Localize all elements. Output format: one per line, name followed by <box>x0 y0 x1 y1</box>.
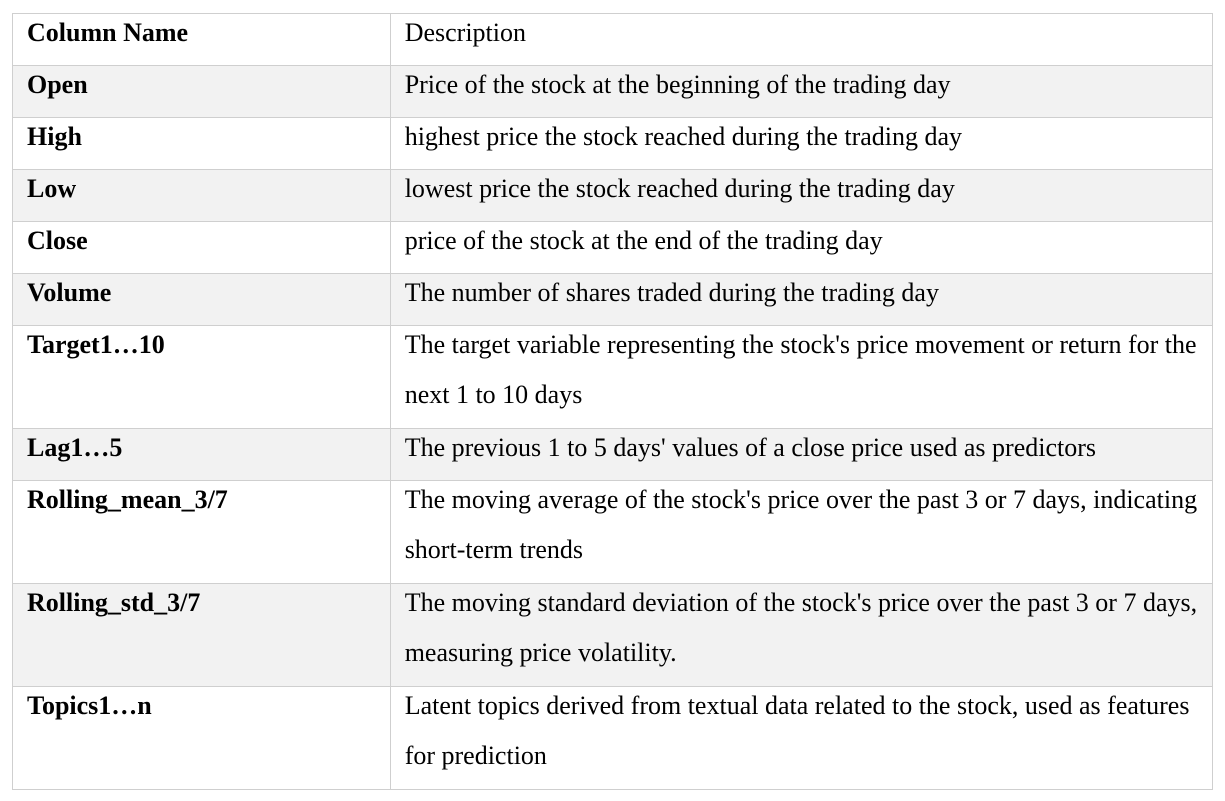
row-name: Target1…10 <box>27 330 165 359</box>
row-name: Rolling_std_3/7 <box>27 588 201 617</box>
table-header-row: Column Name Description <box>13 14 1213 66</box>
table-row: Target1…10 The target variable represent… <box>13 326 1213 429</box>
row-description: Price of the stock at the beginning of t… <box>404 70 951 99</box>
row-description-cell: The target variable representing the sto… <box>391 326 1213 428</box>
row-description-cell: The number of shares traded during the t… <box>391 274 1213 325</box>
row-description-cell: Latent topics derived from textual data … <box>391 687 1213 789</box>
row-description-cell: The previous 1 to 5 days' values of a cl… <box>391 429 1213 480</box>
table-row: Open Price of the stock at the beginning… <box>13 66 1213 118</box>
table-row: High highest price the stock reached dur… <box>13 118 1213 170</box>
column-description-table: Column Name Description Open Price of th… <box>12 13 1213 790</box>
row-name: Volume <box>27 278 112 307</box>
row-description: The moving average of the stock's price … <box>404 485 1198 564</box>
row-name-cell: Low <box>13 170 391 221</box>
row-name-cell: Close <box>13 222 391 273</box>
row-name: Close <box>27 226 88 255</box>
row-description: Latent topics derived from textual data … <box>404 691 1190 770</box>
row-description-cell: highest price the stock reached during t… <box>391 118 1213 169</box>
row-description: The previous 1 to 5 days' values of a cl… <box>404 433 1096 462</box>
row-description-cell: The moving standard deviation of the sto… <box>391 584 1213 686</box>
row-description: highest price the stock reached during t… <box>404 122 963 151</box>
table-row: Volume The number of shares traded durin… <box>13 274 1213 326</box>
row-description-cell: price of the stock at the end of the tra… <box>391 222 1213 273</box>
row-name: Topics1…n <box>27 691 152 720</box>
row-name-cell: Topics1…n <box>13 687 391 789</box>
row-name-cell: Open <box>13 66 391 117</box>
row-description: price of the stock at the end of the tra… <box>404 226 883 255</box>
table-row: Lag1…5 The previous 1 to 5 days' values … <box>13 429 1213 481</box>
row-description-cell: Price of the stock at the beginning of t… <box>391 66 1213 117</box>
table-row: Rolling_std_3/7 The moving standard devi… <box>13 584 1213 687</box>
row-name: Lag1…5 <box>27 433 123 462</box>
row-description: The number of shares traded during the t… <box>404 278 939 307</box>
row-name: Low <box>27 174 77 203</box>
header-description-text: Description <box>404 18 526 47</box>
row-name-cell: Rolling_std_3/7 <box>13 584 391 686</box>
row-name-cell: Target1…10 <box>13 326 391 428</box>
row-name-cell: Volume <box>13 274 391 325</box>
row-description-cell: lowest price the stock reached during th… <box>391 170 1213 221</box>
row-description: lowest price the stock reached during th… <box>404 174 955 203</box>
header-column-name-text: Column Name <box>27 18 189 47</box>
table-row: Topics1…n Latent topics derived from tex… <box>13 687 1213 790</box>
row-name: Open <box>27 70 88 99</box>
row-description-cell: The moving average of the stock's price … <box>391 481 1213 583</box>
header-column-name: Column Name <box>13 14 391 65</box>
row-name-cell: Lag1…5 <box>13 429 391 480</box>
table-row: Close price of the stock at the end of t… <box>13 222 1213 274</box>
row-name: High <box>27 122 82 151</box>
row-description: The moving standard deviation of the sto… <box>404 588 1198 667</box>
row-name-cell: Rolling_mean_3/7 <box>13 481 391 583</box>
header-description: Description <box>391 14 1213 65</box>
row-name: Rolling_mean_3/7 <box>27 485 228 514</box>
row-description: The target variable representing the sto… <box>404 330 1197 409</box>
table-row: Low lowest price the stock reached durin… <box>13 170 1213 222</box>
table-row: Rolling_mean_3/7 The moving average of t… <box>13 481 1213 584</box>
row-name-cell: High <box>13 118 391 169</box>
